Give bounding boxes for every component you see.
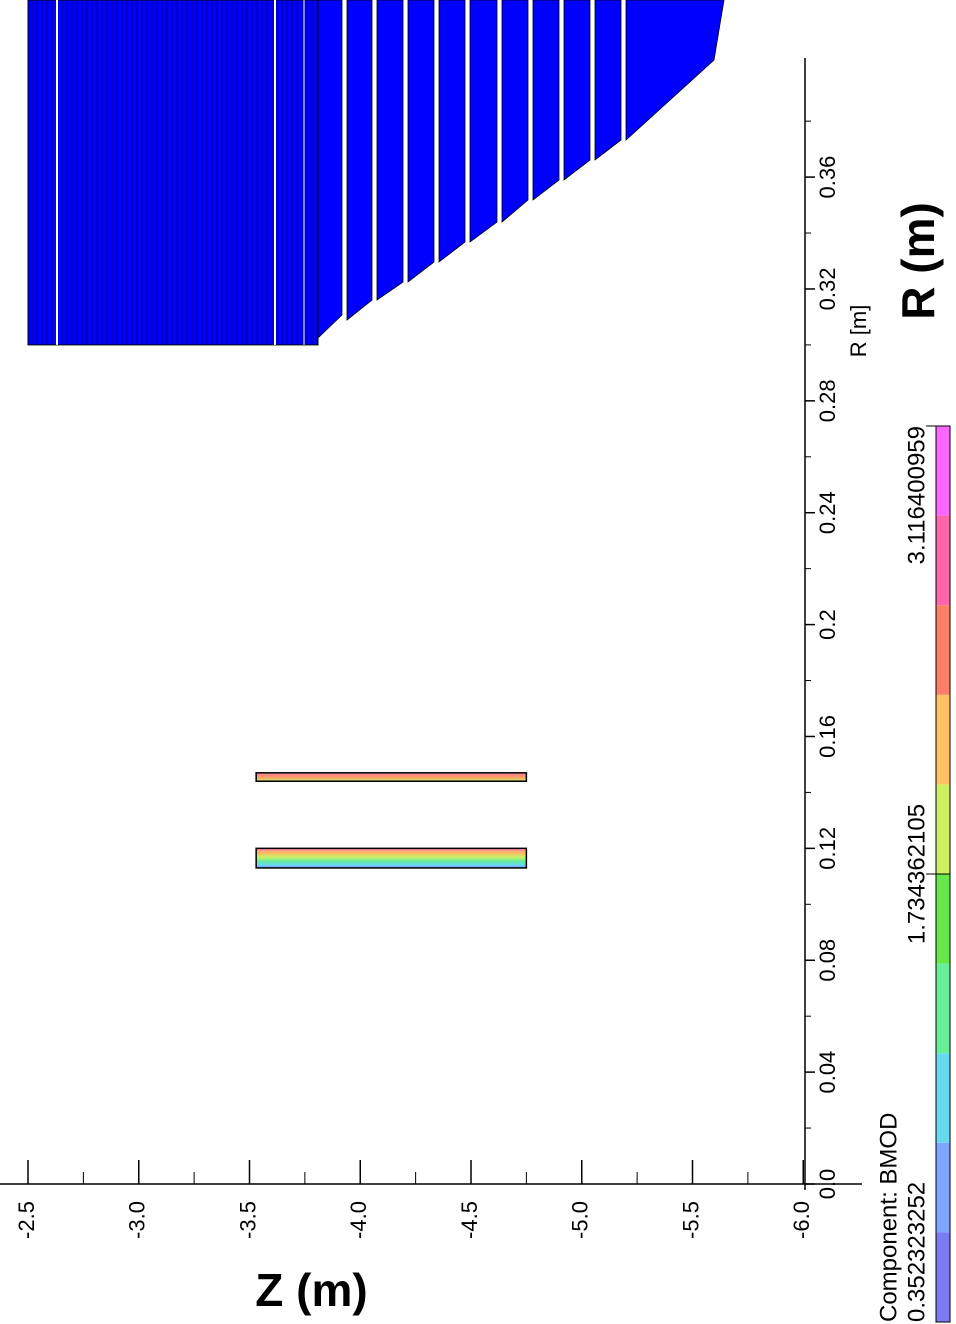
- z-axis-title: Z (m): [255, 1264, 367, 1316]
- inner-field-slab-1: [255, 847, 528, 869]
- r-tick-label: 0.32: [815, 268, 840, 311]
- legend-color-step: [936, 426, 950, 516]
- coil-strip: [438, 0, 466, 263]
- legend-color-step: [936, 694, 950, 785]
- field-slabs: [255, 772, 528, 869]
- coil-strip: [594, 0, 622, 161]
- color-legend: Component: BMOD 0.352323252 1.734362105 3.1…: [875, 425, 951, 1323]
- legend-min-label: 0.352323252: [903, 1182, 930, 1322]
- axes: 0.00.040.080.120.160.20.240.280.320.36R …: [0, 58, 944, 1316]
- r-tick-label: 0.2: [815, 609, 840, 640]
- legend-max-label: 3.116400959: [903, 426, 930, 564]
- legend-color-step: [936, 1053, 950, 1143]
- legend-color-step: [936, 1142, 950, 1233]
- coil-strip: [532, 0, 560, 201]
- inner-field-slab-2: [255, 772, 528, 782]
- coil-strip: [317, 0, 343, 339]
- r-tick-label: 0.16: [815, 715, 840, 758]
- coil-strip: [346, 0, 373, 321]
- legend-color-step: [936, 1232, 950, 1322]
- z-tick-label: -6.0: [789, 1201, 814, 1239]
- r-tick-label: 0.12: [815, 827, 840, 870]
- legend-title: Component: BMOD: [875, 1113, 902, 1322]
- z-tick-label: -2.5: [14, 1201, 39, 1239]
- legend-color-step: [936, 605, 950, 695]
- outer-coil-block: [27, 0, 725, 346]
- r-tick-label: 0.24: [815, 491, 840, 534]
- z-tick-label: -5.5: [678, 1201, 703, 1239]
- legend-color-step: [936, 515, 950, 606]
- r-tick-label: 0.28: [815, 379, 840, 422]
- r-tick-label: 0.08: [815, 939, 840, 982]
- z-tick-label: -3.0: [125, 1201, 150, 1239]
- legend-color-step: [936, 963, 950, 1054]
- coil-strip: [469, 0, 498, 243]
- coil-strip: [407, 0, 435, 283]
- legend-color-step: [936, 784, 950, 874]
- legend-color-step: [936, 874, 950, 964]
- coil-dense-block: [27, 0, 319, 346]
- z-tick-label: -3.5: [235, 1201, 260, 1239]
- z-tick-label: -5.0: [568, 1201, 593, 1239]
- coil-strip: [563, 0, 591, 181]
- r-tick-label: 0.36: [815, 156, 840, 199]
- coil-strip: [501, 0, 529, 223]
- coil-strip: [376, 0, 404, 301]
- r-axis-title: R (m): [892, 202, 944, 320]
- coil-strip: [625, 0, 725, 141]
- legend-mid-label: 1.734362105: [903, 804, 930, 944]
- r-axis-unit-label: R [m]: [846, 305, 871, 358]
- r-tick-label: 0.04: [815, 1051, 840, 1094]
- z-tick-label: -4.5: [457, 1201, 482, 1239]
- z-tick-label: -4.0: [346, 1201, 371, 1239]
